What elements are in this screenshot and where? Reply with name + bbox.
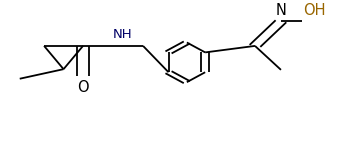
Text: NH: NH — [113, 28, 133, 41]
Text: O: O — [77, 80, 89, 95]
Text: N: N — [275, 3, 286, 18]
Text: OH: OH — [303, 3, 325, 18]
